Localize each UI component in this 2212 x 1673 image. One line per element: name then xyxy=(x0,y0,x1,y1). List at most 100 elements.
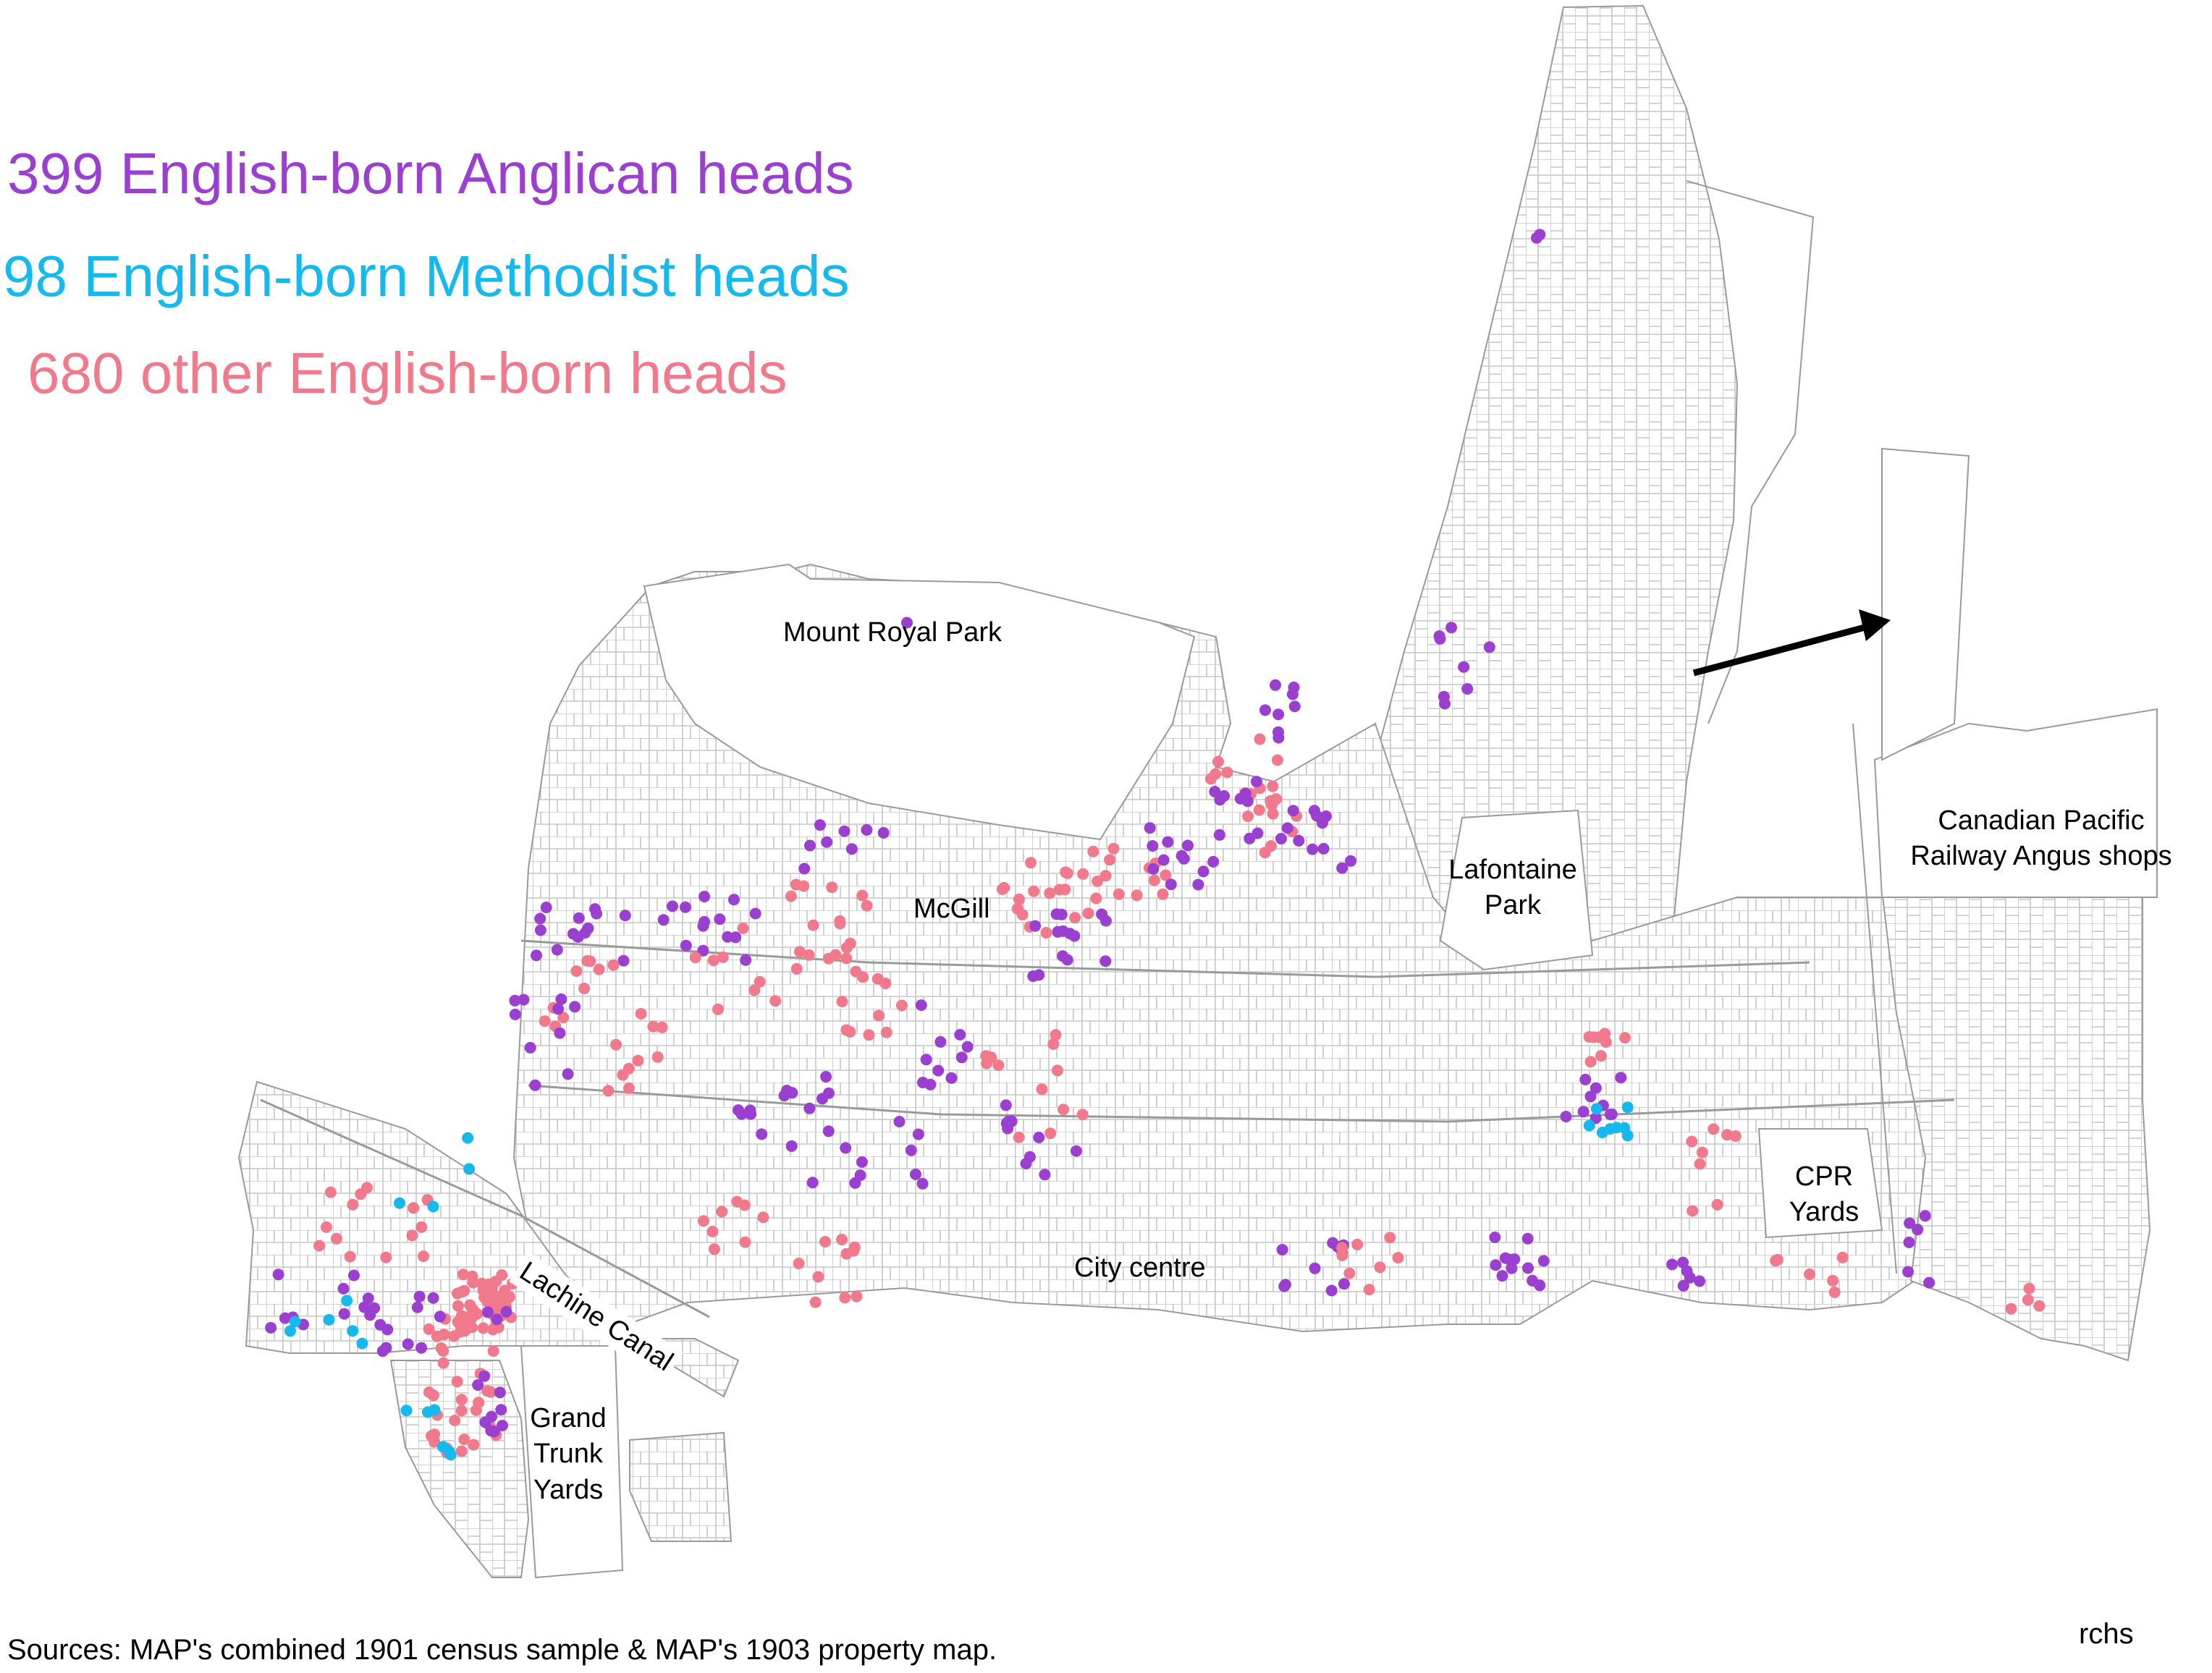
label-gt-line1: Grand xyxy=(530,1403,607,1433)
household-dot xyxy=(471,1308,484,1320)
household-dot xyxy=(1254,733,1266,745)
household-dot xyxy=(1912,1224,1924,1236)
label-city-centre: City centre xyxy=(1074,1253,1206,1283)
household-dot xyxy=(491,1290,503,1303)
household-dot xyxy=(667,900,678,912)
household-points xyxy=(265,229,2046,1461)
household-dot xyxy=(434,1310,446,1323)
label-gt-line2: Trunk xyxy=(533,1439,603,1470)
household-dot xyxy=(458,1433,470,1446)
household-dot xyxy=(856,889,869,902)
household-dot xyxy=(380,1342,392,1354)
household-dot xyxy=(728,894,740,906)
household-dot xyxy=(602,1085,615,1097)
household-dot xyxy=(1148,874,1160,886)
household-dot xyxy=(361,1182,373,1194)
household-dot xyxy=(477,1322,489,1334)
label-gt-line3: Yards xyxy=(533,1474,604,1505)
household-dot xyxy=(896,999,908,1012)
sources-note: Sources: MAP's combined 1901 census samp… xyxy=(7,1634,997,1666)
label-mcgill: McGill xyxy=(913,894,990,924)
household-dot xyxy=(945,1072,958,1084)
household-dot xyxy=(1828,1286,1841,1298)
household-dot xyxy=(468,1439,480,1451)
household-dot xyxy=(985,1051,997,1064)
household-dot xyxy=(1596,1127,1608,1138)
household-dot xyxy=(1681,1265,1693,1277)
household-dot xyxy=(1207,855,1220,868)
household-dot xyxy=(435,1342,447,1354)
household-dot xyxy=(408,1202,420,1214)
household-dot xyxy=(497,1420,508,1431)
household-dot xyxy=(540,902,552,913)
household-dot xyxy=(1677,1279,1689,1292)
household-dot xyxy=(708,1243,720,1255)
household-dot xyxy=(1036,1083,1048,1096)
household-dot xyxy=(487,1345,499,1357)
household-dot xyxy=(1287,805,1299,817)
household-dot xyxy=(1621,1101,1634,1114)
household-dot xyxy=(809,1296,822,1308)
household-dot xyxy=(1392,1252,1404,1264)
household-dot xyxy=(524,1041,536,1054)
household-dot xyxy=(838,825,850,837)
household-dot xyxy=(1527,1274,1539,1287)
household-dot xyxy=(610,1038,622,1051)
household-dot xyxy=(1197,865,1210,878)
household-dot xyxy=(901,617,913,629)
household-dot xyxy=(916,1177,929,1190)
household-dot xyxy=(1461,683,1474,695)
household-dot xyxy=(635,1007,647,1020)
household-dot xyxy=(735,1108,748,1120)
household-dot xyxy=(509,1008,521,1020)
household-dot xyxy=(554,1027,566,1039)
household-dot xyxy=(798,863,811,875)
household-dot xyxy=(840,1142,852,1154)
household-dot xyxy=(279,1312,291,1324)
household-dot xyxy=(656,1021,668,1033)
household-dot xyxy=(1904,1217,1916,1229)
author-credit: rchs xyxy=(2079,1618,2134,1650)
household-dot xyxy=(570,965,583,977)
household-dot xyxy=(863,1029,875,1041)
household-dot xyxy=(905,1144,917,1156)
household-dot xyxy=(1458,661,1470,673)
household-dot xyxy=(1590,1082,1602,1094)
household-dot xyxy=(844,1025,856,1038)
household-dot xyxy=(1050,1029,1062,1041)
household-dot xyxy=(320,1221,332,1233)
household-dot xyxy=(1053,884,1065,896)
household-dot xyxy=(1144,822,1156,834)
household-dot xyxy=(1721,1129,1734,1141)
household-dot xyxy=(470,1404,482,1416)
household-dot xyxy=(1077,868,1089,880)
household-dot xyxy=(2033,1300,2046,1312)
household-dot xyxy=(873,1009,885,1022)
household-dot xyxy=(1923,1276,1936,1289)
household-dot xyxy=(1275,833,1287,844)
household-dot xyxy=(1583,1119,1595,1132)
household-dot xyxy=(477,1284,489,1297)
label-grand-trunk-yards: Grand Trunk Yards xyxy=(507,1401,630,1508)
household-dot xyxy=(1590,1103,1603,1115)
household-dot xyxy=(1363,1284,1375,1296)
household-dot xyxy=(1286,688,1299,700)
household-dot xyxy=(1270,679,1281,691)
household-dot xyxy=(557,1012,570,1024)
household-dot xyxy=(486,1410,498,1423)
household-dot xyxy=(740,954,752,966)
household-dot xyxy=(1253,804,1265,816)
household-dot xyxy=(1490,1259,1502,1271)
household-dot xyxy=(1445,622,1458,634)
household-dot xyxy=(1051,1064,1063,1077)
household-dot xyxy=(1276,1244,1288,1255)
household-dot xyxy=(622,1062,635,1075)
household-dot xyxy=(330,1232,342,1245)
household-dot xyxy=(1615,1072,1627,1084)
household-dot xyxy=(1374,1261,1386,1274)
household-dot xyxy=(622,1082,635,1094)
household-dot xyxy=(1288,700,1301,713)
label-cpr-yards-line1: CPR xyxy=(1794,1161,1854,1192)
household-dot xyxy=(954,1028,966,1041)
